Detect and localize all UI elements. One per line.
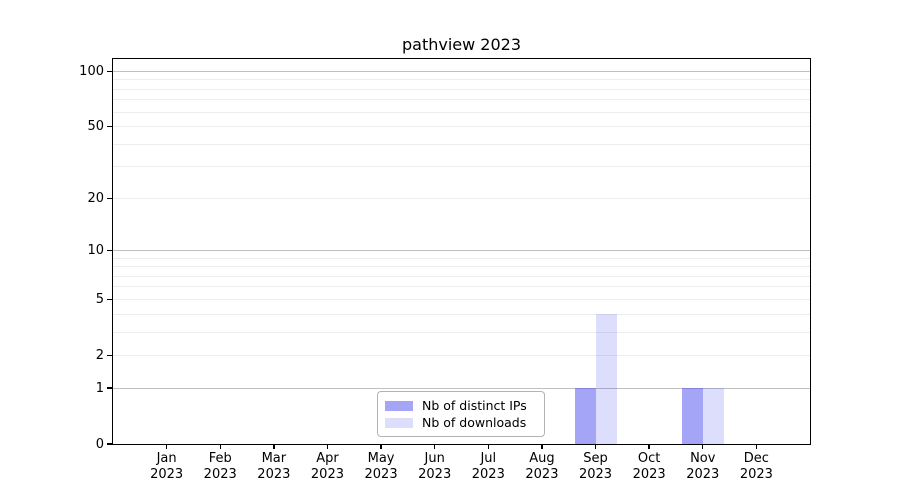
- minor-gridline: [113, 99, 810, 101]
- y-axis-tick: [107, 387, 113, 389]
- minor-gridline: [113, 126, 810, 128]
- x-tick-label: Jul 2023: [471, 451, 505, 482]
- x-axis-tick: [326, 444, 329, 449]
- minor-gridline: [113, 257, 810, 259]
- x-tick-label: Dec 2023: [739, 451, 773, 482]
- x-axis-tick: [380, 444, 382, 449]
- minor-gridline: [113, 286, 810, 288]
- x-tick-label: Jan 2023: [150, 451, 184, 482]
- y-tick-label: 50: [87, 119, 104, 135]
- x-axis-tick: [648, 444, 650, 449]
- legend-label-distinct-ips: Nb of distinct IPs: [422, 398, 527, 413]
- y-axis-tick: [107, 298, 113, 301]
- minor-gridline: [113, 111, 810, 113]
- x-axis-tick: [594, 444, 597, 449]
- major-gridline: [113, 71, 810, 73]
- bar-distinct-ips: [574, 388, 596, 444]
- minor-gridline: [113, 197, 810, 199]
- x-tick-label: Nov 2023: [686, 451, 720, 482]
- x-tick-label: Mar 2023: [257, 451, 291, 482]
- major-gridline: [113, 249, 810, 251]
- y-axis-tick: [107, 125, 113, 128]
- bar-downloads: [702, 388, 724, 444]
- x-tick-label: May 2023: [364, 451, 398, 482]
- x-tick-label: Jun 2023: [418, 451, 452, 482]
- y-tick-label: 2: [95, 347, 104, 363]
- bar-downloads: [595, 314, 617, 444]
- minor-gridline: [113, 331, 810, 333]
- y-axis-tick: [107, 443, 113, 445]
- minor-gridline: [113, 79, 810, 81]
- minor-gridline: [113, 354, 810, 356]
- y-tick-label: 0: [95, 436, 104, 452]
- minor-gridline: [113, 298, 810, 300]
- minor-gridline: [113, 88, 810, 90]
- y-axis-tick: [107, 354, 113, 357]
- legend-item-downloads: Nb of downloads: [385, 415, 536, 430]
- x-tick-label: Apr 2023: [310, 451, 344, 482]
- y-axis-tick: [107, 249, 113, 252]
- x-tick-label: Aug 2023: [525, 451, 559, 482]
- y-tick-label: 1: [95, 380, 104, 396]
- x-axis-tick: [487, 444, 489, 449]
- x-axis-tick: [219, 444, 221, 449]
- y-axis-tick: [107, 197, 113, 199]
- x-tick-label: Oct 2023: [632, 451, 666, 482]
- minor-gridline: [113, 166, 810, 168]
- legend: Nb of distinct IPs Nb of downloads: [377, 391, 545, 437]
- x-axis-tick: [433, 444, 436, 449]
- y-axis-tick: [107, 70, 113, 73]
- minor-gridline: [113, 313, 810, 315]
- legend-swatch-downloads: [385, 417, 413, 428]
- y-tick-label: 5: [95, 291, 104, 307]
- minor-gridline: [113, 275, 810, 277]
- chart-title: pathview 2023: [401, 35, 522, 54]
- y-tick-label: 10: [87, 242, 104, 258]
- bar-distinct-ips: [681, 388, 703, 444]
- legend-item-distinct-ips: Nb of distinct IPs: [385, 398, 536, 413]
- major-gridline: [113, 387, 810, 389]
- legend-swatch-distinct-ips: [385, 400, 413, 411]
- x-axis-tick: [165, 444, 168, 449]
- y-tick-label: 100: [79, 64, 104, 80]
- x-axis-tick: [702, 444, 704, 449]
- x-axis-tick: [755, 444, 758, 449]
- x-tick-label: Feb 2023: [203, 451, 237, 482]
- legend-label-downloads: Nb of downloads: [422, 415, 527, 430]
- x-tick-label: Sep 2023: [578, 451, 613, 482]
- y-tick-label: 20: [87, 190, 104, 206]
- x-axis-tick: [273, 444, 275, 449]
- minor-gridline: [113, 266, 810, 268]
- x-axis-tick: [541, 444, 543, 449]
- minor-gridline: [113, 143, 810, 145]
